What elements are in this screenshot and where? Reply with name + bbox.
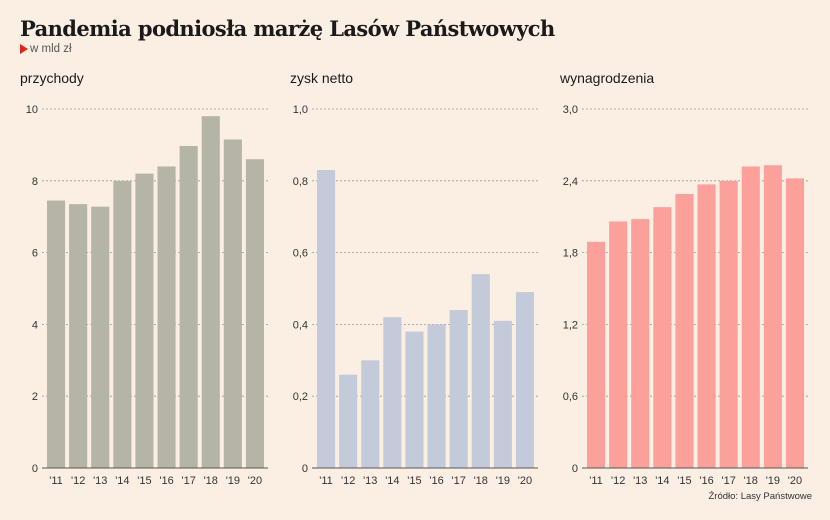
wynagrodzenia-x-tick-label: '16 bbox=[699, 475, 713, 487]
przychody-x-tick-label: '20 bbox=[248, 475, 262, 487]
przychody-bar bbox=[113, 180, 132, 469]
zysk-netto-x-tick-label: '18 bbox=[474, 475, 488, 487]
przychody-bar bbox=[223, 139, 242, 468]
wynagrodzenia-y-tick-label: 1,2 bbox=[563, 319, 578, 331]
wynagrodzenia-bar bbox=[653, 207, 672, 469]
zysk-netto-bar bbox=[317, 170, 336, 468]
przychody-x-tick-label: '17 bbox=[181, 475, 195, 487]
wynagrodzenia-x-tick-label: '19 bbox=[766, 475, 780, 487]
panel-title-przychody: przychody bbox=[20, 70, 84, 86]
zysk-netto-y-tick-label: 0,6 bbox=[293, 248, 308, 260]
wynagrodzenia-y-tick-label: 0,6 bbox=[563, 391, 578, 403]
wynagrodzenia-x-tick-label: '12 bbox=[611, 475, 625, 487]
przychody-bar bbox=[179, 145, 198, 469]
przychody-y-tick-label: 4 bbox=[32, 319, 38, 331]
zysk-netto-x-tick-label: '12 bbox=[341, 475, 355, 487]
unit-label: w mld zł bbox=[20, 43, 72, 55]
przychody-x-tick-label: '19 bbox=[226, 475, 240, 487]
przychody-bar bbox=[69, 204, 88, 468]
zysk-netto-y-tick-label: 0 bbox=[302, 463, 308, 475]
wynagrodzenia-x-tick-label: '15 bbox=[677, 475, 691, 487]
przychody-x-tick-label: '16 bbox=[159, 475, 173, 487]
zysk-netto-bar bbox=[405, 331, 424, 468]
source-note: Źródło: Lasy Państwowe bbox=[708, 491, 813, 502]
zysk-netto-x-tick-label: '14 bbox=[385, 475, 399, 487]
zysk-netto-bar bbox=[361, 360, 380, 468]
przychody-bar bbox=[157, 166, 176, 468]
przychody-bar bbox=[201, 116, 220, 469]
unit-text: w mld zł bbox=[30, 43, 72, 55]
wynagrodzenia-bar bbox=[741, 166, 760, 468]
zysk-netto-bar bbox=[471, 274, 490, 468]
przychody-x-tick-label: '12 bbox=[71, 475, 85, 487]
chart-title: Pandemia podniosła marżę Lasów Państwowy… bbox=[20, 16, 555, 41]
wynagrodzenia-bar bbox=[785, 178, 805, 468]
przychody-x-tick-label: '15 bbox=[137, 475, 151, 487]
zysk-netto-x-tick-label: '19 bbox=[496, 475, 510, 487]
zysk-netto-x-tick-label: '17 bbox=[451, 475, 465, 487]
wynagrodzenia-bar bbox=[697, 184, 716, 468]
zysk-netto-x-tick-label: '13 bbox=[363, 475, 377, 487]
przychody-x-tick-label: '11 bbox=[49, 475, 63, 487]
przychody-y-tick-label: 10 bbox=[26, 104, 38, 116]
przychody-x-tick-label: '18 bbox=[204, 475, 218, 487]
wynagrodzenia-bar bbox=[675, 193, 694, 469]
przychody-bar bbox=[47, 200, 66, 469]
przychody-y-tick-label: 6 bbox=[32, 248, 38, 260]
wynagrodzenia-x-tick-label: '13 bbox=[633, 475, 647, 487]
przychody-y-tick-label: 8 bbox=[32, 176, 38, 188]
wynagrodzenia-bar bbox=[763, 165, 782, 468]
wynagrodzenia-bar bbox=[719, 180, 738, 469]
wynagrodzenia-y-tick-label: 3,0 bbox=[563, 104, 578, 116]
przychody-x-tick-label: '13 bbox=[93, 475, 107, 487]
przychody-x-tick-label: '14 bbox=[115, 475, 129, 487]
zysk-netto-y-tick-label: 0,8 bbox=[293, 176, 308, 188]
wynagrodzenia-bar bbox=[587, 241, 606, 468]
wynagrodzenia-bar bbox=[609, 221, 628, 468]
zysk-netto-y-tick-label: 0,2 bbox=[293, 391, 308, 403]
wynagrodzenia-x-tick-label: '14 bbox=[655, 475, 669, 487]
zysk-netto-bar bbox=[339, 374, 358, 468]
wynagrodzenia-x-tick-label: '18 bbox=[744, 475, 758, 487]
zysk-netto-x-tick-label: '20 bbox=[518, 475, 532, 487]
przychody-bar bbox=[135, 173, 154, 468]
zysk-netto-y-tick-label: 0,4 bbox=[293, 319, 308, 331]
panel-title-wynagrodzenia: wynagrodzenia bbox=[560, 70, 655, 86]
zysk-netto-bar bbox=[493, 320, 512, 468]
zysk-netto-x-tick-label: '11 bbox=[319, 475, 333, 487]
wynagrodzenia-x-tick-label: '11 bbox=[589, 475, 603, 487]
przychody-y-tick-label: 2 bbox=[32, 391, 38, 403]
wynagrodzenia-x-tick-label: '17 bbox=[721, 475, 735, 487]
przychody-bar bbox=[245, 159, 265, 468]
wynagrodzenia-x-tick-label: '20 bbox=[788, 475, 802, 487]
wynagrodzenia-y-tick-label: 2,4 bbox=[563, 176, 578, 188]
zysk-netto-bar bbox=[515, 292, 535, 468]
zysk-netto-bar bbox=[449, 310, 468, 468]
zysk-netto-bar bbox=[427, 324, 446, 468]
wynagrodzenia-y-tick-label: 0 bbox=[572, 463, 578, 475]
wynagrodzenia-y-tick-label: 1,8 bbox=[563, 248, 578, 260]
triangle-marker-icon bbox=[20, 44, 28, 54]
przychody-y-tick-label: 0 bbox=[32, 463, 38, 475]
zysk-netto-x-tick-label: '15 bbox=[407, 475, 421, 487]
przychody-bar bbox=[91, 206, 110, 468]
zysk-netto-bar bbox=[383, 317, 402, 468]
zysk-netto-y-tick-label: 1,0 bbox=[293, 104, 308, 116]
wynagrodzenia-bar bbox=[631, 219, 650, 468]
zysk-netto-x-tick-label: '16 bbox=[429, 475, 443, 487]
panel-title-zysk-netto: zysk netto bbox=[290, 70, 354, 86]
